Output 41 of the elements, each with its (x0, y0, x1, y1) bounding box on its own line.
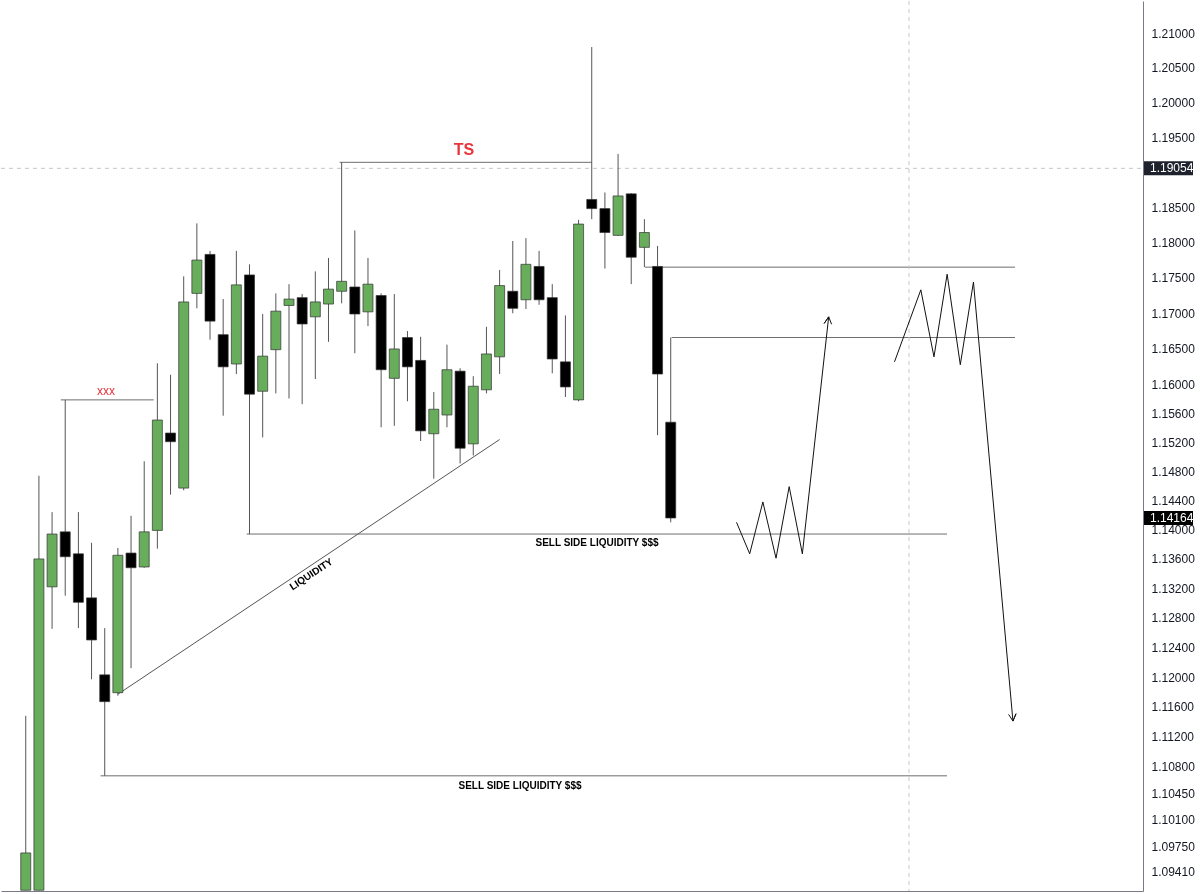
y-tick-label: 1.20000 (1151, 95, 1196, 110)
y-tick-label: 1.12000 (1151, 670, 1196, 685)
y-tick-label: 1.18500 (1151, 200, 1196, 215)
y-tick-label: 1.12800 (1151, 611, 1196, 626)
candlestick (323, 257, 334, 343)
y-tick-label: 1.12400 (1151, 640, 1196, 655)
y-tick-label: 1.10450 (1151, 786, 1196, 801)
y-tick-label: 1.15200 (1151, 435, 1196, 450)
text: 1.14164 (1150, 510, 1194, 525)
candlestick (586, 46, 598, 220)
candlestick (639, 218, 650, 268)
y-tick-label: 1.13600 (1151, 552, 1196, 567)
y-tick-label: 1.10100 (1151, 813, 1196, 828)
y-tick-label: 1.11600 (1151, 700, 1195, 715)
y-tick-label: 1.21000 (1151, 26, 1196, 41)
y-tick-label: 1.18000 (1151, 235, 1196, 250)
y-tick-label: 1.20500 (1151, 61, 1196, 76)
y-tick-label: 1.11200 (1151, 730, 1195, 745)
ref-line-label: SELL SIDE LIQUIDITY $$$ (458, 779, 582, 791)
ref-line-label: SELL SIDE LIQUIDITY $$$ (535, 537, 659, 549)
y-tick-label: 1.19500 (1151, 130, 1196, 145)
ref-line-label: TS (453, 141, 475, 159)
y-tick-label: 1.14800 (1151, 464, 1196, 479)
y-tick-label: 1.14400 (1151, 493, 1196, 508)
candlestick (165, 374, 176, 496)
y-tick-label: 1.09750 (1151, 839, 1196, 854)
y-tick-label: 1.13200 (1151, 581, 1196, 596)
y-tick-label: 1.16000 (1151, 378, 1196, 393)
ref-line-label: 1.19054 (1150, 161, 1194, 176)
y-tick-label: 1.17500 (1151, 271, 1196, 286)
y-tick-label: 1.10800 (1151, 760, 1196, 775)
candlestick (309, 270, 321, 380)
y-tick-label: 1.14000 (1151, 523, 1196, 538)
y-tick-label: 1.15600 (1151, 407, 1196, 422)
y-tick-label: 1.16500 (1151, 342, 1196, 357)
ref-line-label: xxx (97, 383, 115, 398)
candlestick (336, 161, 347, 304)
y-tick-label: 1.09410 (1151, 865, 1196, 880)
candlestick (507, 240, 519, 314)
candlestick (283, 283, 295, 399)
y-tick-label: 1.17000 (1151, 306, 1196, 321)
